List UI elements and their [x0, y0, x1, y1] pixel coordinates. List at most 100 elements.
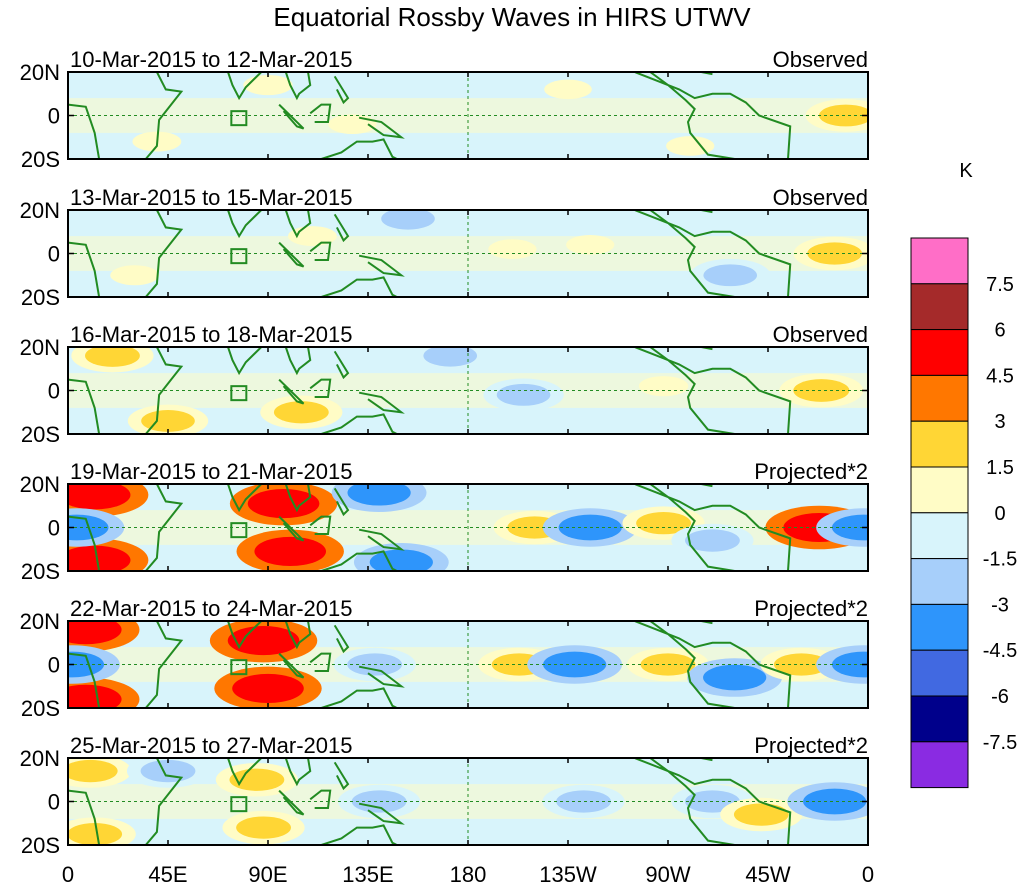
- panel-type-label: Projected*2: [754, 459, 868, 484]
- region-box-marker: [230, 659, 248, 676]
- y-tick-label: 20S: [21, 422, 60, 447]
- coastline-newguinea: [358, 528, 405, 551]
- coastline-africa: [68, 210, 184, 297]
- coastline-camerica: [634, 484, 792, 571]
- colorbar-level-label: 4.5: [986, 365, 1014, 387]
- positive-anomaly: [68, 545, 131, 571]
- colorbar-swatch: [910, 695, 969, 743]
- negative-anomaly: [423, 347, 478, 367]
- y-tick-label: 0: [48, 104, 60, 129]
- map-panel: 20N 0 20S 16-Mar-2015 to 18-Mar-2015 Observe…: [20, 322, 869, 447]
- coastline-cuba: [697, 72, 713, 76]
- x-tick-label: 135W: [539, 862, 597, 887]
- y-tick-label: 20N: [20, 472, 60, 497]
- panel-field: [68, 484, 868, 571]
- y-tick-label: 20N: [20, 198, 60, 223]
- negative-anomaly: [496, 383, 551, 406]
- positive-anomaly: [566, 234, 615, 255]
- coastline-philippines: [333, 213, 350, 243]
- coastline-cuba: [697, 210, 713, 214]
- negative-anomaly: [381, 210, 435, 230]
- region-box-marker: [230, 385, 248, 402]
- panel-field: [68, 758, 868, 845]
- panel-field: [68, 621, 868, 708]
- colorbar-swatch: [910, 237, 969, 285]
- panel-period-label: 25-Mar-2015 to 27-Mar-2015: [70, 733, 352, 758]
- coastline-newguinea: [358, 116, 405, 139]
- coastline-seasia: [284, 484, 312, 513]
- coastline-sumatra: [278, 241, 305, 268]
- coastline-philippines: [333, 624, 350, 654]
- coastline-australia: [321, 276, 398, 297]
- colorbar-swatch: [910, 649, 969, 697]
- region-box-marker: [230, 248, 248, 265]
- chart-title: Equatorial Rossby Waves in HIRS UTWV: [273, 2, 751, 32]
- panel-period-label: 19-Mar-2015 to 21-Mar-2015: [70, 459, 352, 484]
- positive-anomaly: [236, 816, 291, 839]
- negative-anomaly: [351, 790, 407, 813]
- coastline-camerica: [634, 72, 792, 159]
- coastline-australia: [321, 824, 398, 845]
- colorbar-level-label: -6: [991, 686, 1009, 708]
- positive-anomaly: [488, 239, 537, 259]
- colorbar-level-label: 7.5: [986, 274, 1014, 296]
- coastline-newguinea: [358, 665, 405, 688]
- positive-anomaly: [110, 265, 160, 286]
- colorbar-level-label: 3: [994, 411, 1005, 433]
- y-tick-label: 0: [48, 242, 60, 267]
- x-axis: 0 45E 90E 135E 180 135W 90W 45W 0: [62, 862, 874, 887]
- coastline-seasia: [284, 210, 312, 239]
- coastline-india: [216, 758, 263, 787]
- negative-anomaly: [703, 664, 767, 691]
- colorbar-swatch: [910, 466, 969, 514]
- coastline-borneo: [309, 789, 332, 810]
- coastline-borneo: [309, 378, 332, 399]
- region-box-marker: [230, 796, 248, 813]
- coastline-newguinea: [358, 802, 405, 825]
- colorbar-swatch: [910, 741, 969, 789]
- x-tick-label: 45W: [745, 862, 790, 887]
- colorbar-level-label: -7.5: [983, 732, 1017, 754]
- panel-period-label: 22-Mar-2015 to 24-Mar-2015: [70, 596, 352, 621]
- coastline-australia: [321, 413, 398, 434]
- panel-period-label: 10-Mar-2015 to 12-Mar-2015: [70, 47, 352, 72]
- coastline-seasia: [284, 347, 312, 376]
- map-panel: 20N 0 20S 13-Mar-2015 to 15-Mar-2015 Observe…: [20, 185, 869, 310]
- positive-anomaly: [544, 79, 592, 100]
- positive-anomaly: [254, 536, 327, 566]
- coastline-sumatra: [278, 789, 305, 816]
- colorbar-level-label: 1.5: [986, 457, 1014, 479]
- coastline-philippines: [333, 75, 350, 105]
- panel-type-label: Projected*2: [754, 733, 868, 758]
- x-tick-label: 90W: [645, 862, 690, 887]
- panel-field: [68, 347, 868, 434]
- positive-anomaly: [666, 136, 715, 156]
- coastline-borneo: [309, 241, 332, 262]
- coastline-seasia: [284, 72, 312, 101]
- region-box-marker: [230, 522, 248, 539]
- coastline-sumatra: [278, 515, 305, 542]
- coastline-cuba: [697, 347, 713, 351]
- panel-group: 20N 0 20S 10-Mar-2015 to 12-Mar-2015 Observe…: [20, 47, 869, 858]
- colorbar-units-label: K: [959, 160, 973, 182]
- colorbar-swatch: [910, 329, 969, 376]
- coastline-australia: [321, 687, 398, 708]
- colorbar-swatch: [910, 512, 969, 560]
- coastline-borneo: [309, 652, 332, 673]
- coastline-camerica: [634, 758, 792, 845]
- colorbar-level-label: -3: [991, 594, 1009, 616]
- positive-anomaly: [68, 759, 118, 783]
- coastline-india: [216, 484, 263, 513]
- y-tick-label: 20S: [21, 833, 60, 858]
- coastline-borneo: [309, 515, 332, 536]
- y-tick-label: 0: [48, 790, 60, 815]
- positive-anomaly: [733, 803, 789, 826]
- coastline-india: [216, 72, 263, 101]
- coastline-camerica: [634, 210, 792, 297]
- colorbar-swatch: [910, 283, 969, 331]
- positive-anomaly: [85, 347, 140, 367]
- coastline-india: [216, 210, 263, 239]
- map-panel: 20N 0 20S 25-Mar-2015 to 27-Mar-2015 Project…: [20, 733, 869, 858]
- positive-anomaly: [638, 376, 689, 397]
- positive-anomaly: [141, 410, 195, 432]
